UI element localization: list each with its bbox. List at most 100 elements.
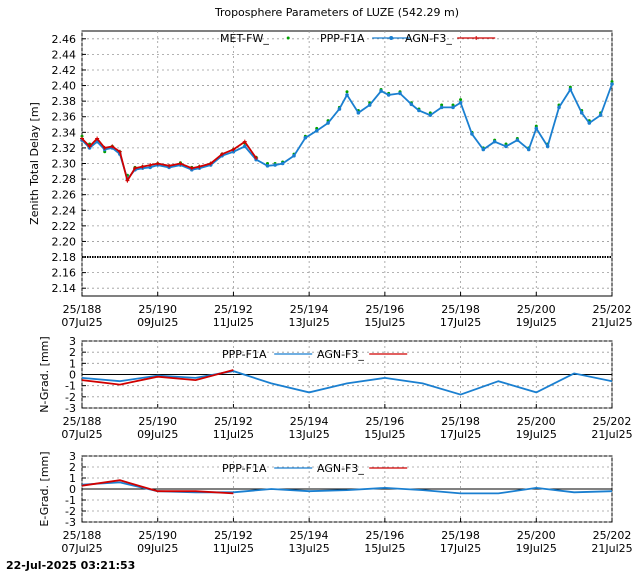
series-line xyxy=(81,370,613,396)
x-tick-label: 25/190 xyxy=(138,415,177,428)
x-tick-date-label: 17Jul25 xyxy=(440,428,481,441)
x-tick-label: 25/202 xyxy=(593,415,632,428)
y-tick-label: 2.32 xyxy=(52,142,77,155)
data-point xyxy=(140,164,145,169)
data-point xyxy=(398,91,402,96)
series-line xyxy=(81,137,257,183)
x-tick-label: 25/200 xyxy=(517,529,556,542)
series-ppp-f1a xyxy=(80,82,614,181)
y-tick-label: 2.40 xyxy=(52,80,77,93)
x-tick-label: 25/202 xyxy=(593,303,632,316)
y-tick-label: 2.24 xyxy=(52,204,77,217)
x-tick-label: 25/200 xyxy=(517,303,556,316)
data-point xyxy=(534,126,539,131)
y-tick-label: 2.14 xyxy=(52,282,77,295)
data-point xyxy=(231,150,236,154)
y-tick-label: 2.34 xyxy=(52,126,77,139)
y-tick-label: 2.38 xyxy=(52,95,77,108)
data-point xyxy=(314,128,319,133)
y-axis-label: E-Grad. [mm] xyxy=(38,451,51,526)
data-point xyxy=(386,93,391,97)
y-tick-label: -3 xyxy=(65,402,76,415)
x-tick-label: 25/194 xyxy=(290,303,329,316)
data-point xyxy=(95,136,100,141)
legend-label: AGN-F3_ xyxy=(317,462,364,475)
data-point xyxy=(133,166,137,171)
x-tick-date-label: 15Jul25 xyxy=(364,428,405,441)
x-tick-label: 25/196 xyxy=(366,415,405,428)
x-tick-date-label: 13Jul25 xyxy=(289,428,330,441)
footer-timestamp: 22-Jul-2025 03:21:53 xyxy=(6,559,136,572)
y-tick-label: 2.20 xyxy=(52,235,77,248)
legend-marker xyxy=(474,36,479,40)
data-point xyxy=(598,113,603,117)
x-tick-date-label: 19Jul25 xyxy=(516,542,557,555)
legend-entry: AGN-F3_ xyxy=(317,348,408,361)
y-axis-label: N-Grad. [mm] xyxy=(38,336,51,412)
x-tick-label: 25/194 xyxy=(290,415,329,428)
legend-label: PPP-F1A xyxy=(320,32,365,45)
y-tick-label: -2 xyxy=(65,505,76,518)
y-tick-label: 2.22 xyxy=(52,220,77,233)
data-point xyxy=(265,164,270,168)
x-tick-date-label: 11Jul25 xyxy=(213,542,254,555)
data-point xyxy=(526,147,531,152)
data-point xyxy=(189,166,194,171)
x-tick-date-label: 15Jul25 xyxy=(364,542,405,555)
legend-label: AGN-F3_ xyxy=(405,32,452,45)
y-tick-label: 3 xyxy=(69,335,76,348)
legend-label: AGN-F3_ xyxy=(317,348,364,361)
data-point xyxy=(481,147,486,152)
x-tick-date-label: 07Jul25 xyxy=(61,428,102,441)
data-point xyxy=(428,113,433,117)
data-point xyxy=(273,163,277,167)
x-tick-date-label: 17Jul25 xyxy=(440,316,481,329)
y-tick-label: 2.16 xyxy=(52,267,77,280)
y-tick-label: 3 xyxy=(69,450,76,463)
y-tick-label: -1 xyxy=(65,380,76,393)
data-point xyxy=(379,89,383,93)
legend-marker xyxy=(389,36,394,40)
x-tick-label: 25/198 xyxy=(441,303,480,316)
data-point xyxy=(579,111,584,115)
data-point xyxy=(292,153,296,158)
x-tick-date-label: 21Jul25 xyxy=(591,542,632,555)
data-point xyxy=(220,152,225,157)
data-point xyxy=(345,90,349,94)
x-tick-date-label: 15Jul25 xyxy=(364,316,405,329)
y-tick-label: 2.28 xyxy=(52,173,77,186)
x-tick-date-label: 17Jul25 xyxy=(440,542,481,555)
chart-title: Troposphere Parameters of LUZE (542.29 m… xyxy=(214,6,459,19)
data-point xyxy=(254,156,259,161)
data-point xyxy=(345,93,349,97)
x-tick-label: 25/188 xyxy=(63,303,102,316)
data-point xyxy=(587,121,592,125)
y-tick-label: 2.42 xyxy=(52,64,77,77)
data-point xyxy=(470,132,474,136)
data-point xyxy=(356,111,361,115)
data-point xyxy=(155,161,160,166)
legend-label: PPP-F1A xyxy=(222,348,267,361)
x-tick-date-label: 11Jul25 xyxy=(213,428,254,441)
y-tick-label: 0 xyxy=(69,369,76,382)
y-tick-label: -1 xyxy=(65,494,76,507)
x-tick-label: 25/198 xyxy=(441,529,480,542)
legend-entry: AGN-F3_ xyxy=(317,462,408,475)
data-point xyxy=(167,163,172,168)
data-point xyxy=(178,161,183,166)
data-point xyxy=(80,136,84,141)
legend-label: MET-FW_ xyxy=(220,32,269,45)
y-tick-label: 2.18 xyxy=(52,251,77,264)
y-tick-label: 2.26 xyxy=(52,189,77,202)
data-point xyxy=(439,105,444,110)
x-tick-label: 25/192 xyxy=(214,415,253,428)
data-point xyxy=(451,105,455,110)
data-point xyxy=(117,149,122,154)
x-tick-label: 25/196 xyxy=(366,303,405,316)
x-tick-label: 25/200 xyxy=(517,415,556,428)
x-tick-date-label: 07Jul25 xyxy=(61,542,102,555)
legend-entry: AGN-F3_ xyxy=(405,32,496,45)
